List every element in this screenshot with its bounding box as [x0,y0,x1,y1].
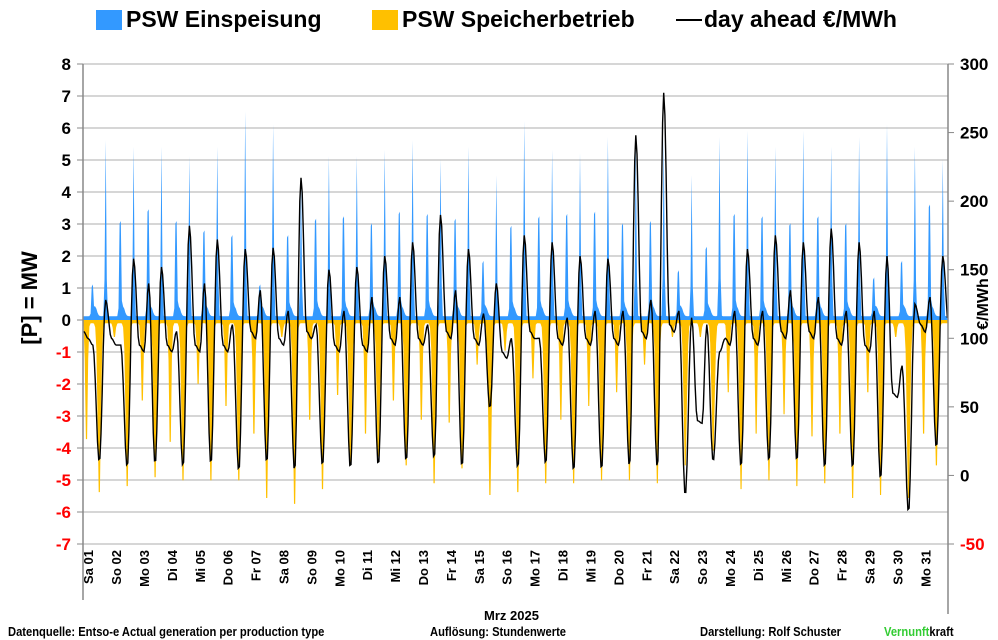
legend-swatch-yellow [372,9,398,30]
x-tick-label: Di 04 [165,549,180,581]
y-tick-label: -6 [56,503,71,522]
y-right-tick-label: -50 [960,535,985,554]
y-tick-label: -2 [56,375,71,394]
legend-label: day ahead €/MWh [704,6,897,32]
legend-label: PSW Einspeisung [126,6,322,32]
x-tick-label: Mi 05 [193,550,208,583]
y-tick-label: 4 [62,183,72,202]
y-tick-label: -4 [56,439,72,458]
legend-label: PSW Speicherbetrieb [402,6,635,32]
x-tick-label: Sa 22 [667,550,682,584]
x-tick-label: Fr 14 [444,549,459,581]
x-tick-label: Di 25 [751,550,766,581]
x-tick-label: So 16 [500,550,515,585]
y-tick-label: -1 [56,343,71,362]
x-tick-label: So 30 [890,550,905,585]
y-right-tick-label: 0 [960,466,969,485]
y-right-tick-label: 100 [960,329,988,348]
series-day-ahead-price-line [83,92,949,512]
x-tick-label: Mo 10 [332,550,347,587]
x-tick-label: Sa 08 [277,550,292,584]
x-tick-label: Mo 31 [918,550,933,587]
series-psw-speicherbetrieb-area [83,320,948,504]
x-tick-label: Fr 21 [639,550,654,581]
footer-author: Darstellung: Rolf Schuster [700,624,842,639]
footer-source: Datenquelle: Entso-e Actual generation p… [8,624,325,639]
legend-speicher: PSW Speicherbetrieb [372,6,635,33]
legend-swatch-blue [96,9,122,30]
brand-green: Vernunft [884,624,930,639]
y-tick-label: 2 [62,247,71,266]
x-tick-label: Mi 26 [779,550,794,583]
footer-brand: Vernunftkraft [884,624,954,639]
x-tick-label: So 09 [304,550,319,585]
x-axis-label: Mrz 2025 [484,608,539,623]
y-tick-label: 3 [62,215,71,234]
x-tick-label: Mi 12 [388,550,403,583]
brand-black: kraft [929,624,954,639]
x-tick-label: So 02 [109,550,124,585]
x-tick-label: Do 20 [611,550,626,585]
y-right-tick-label: 200 [960,192,988,211]
x-tick-label: Do 06 [221,550,236,585]
x-tick-label: Mi 19 [583,550,598,583]
y-tick-label: -5 [56,471,71,490]
y-right-tick-label: 300 [960,55,988,74]
legend-line [676,18,702,21]
y-tick-label: -7 [56,535,71,554]
y-tick-label: 5 [62,151,71,170]
footer-resolution: Auflösung: Stundenwerte [430,624,567,639]
x-tick-label: Fr 28 [835,550,850,581]
x-tick-label: Sa 01 [81,550,96,584]
y-tick-label: -3 [56,407,71,426]
y-right-tick-label: 250 [960,124,988,143]
x-tick-label: Mo 24 [723,549,738,587]
y-tick-label: 8 [62,55,71,74]
x-tick-label: Sa 15 [472,550,487,584]
y-tick-label: 1 [62,279,71,298]
x-tick-label: Di 11 [360,550,375,580]
series-psw-einspeisung-area [83,111,948,321]
x-tick-label: So 23 [695,550,710,585]
y-tick-label: 7 [62,87,71,106]
legend-einspeisung: PSW Einspeisung [96,6,322,33]
x-tick-label: Di 18 [556,550,571,581]
x-tick-label: Do 13 [416,550,431,585]
y-tick-label: 0 [62,311,71,330]
x-tick-label: Mo 03 [137,550,152,587]
x-tick-label: Mo 17 [528,550,543,587]
x-tick-label: Fr 07 [249,550,264,581]
y-right-tick-label: 50 [960,398,979,417]
y-tick-label: 6 [62,119,71,138]
legend-price: day ahead €/MWh [676,6,897,33]
x-tick-label: Sa 29 [862,550,877,584]
y-right-tick-label: 150 [960,261,988,280]
x-tick-label: Do 27 [807,550,822,585]
